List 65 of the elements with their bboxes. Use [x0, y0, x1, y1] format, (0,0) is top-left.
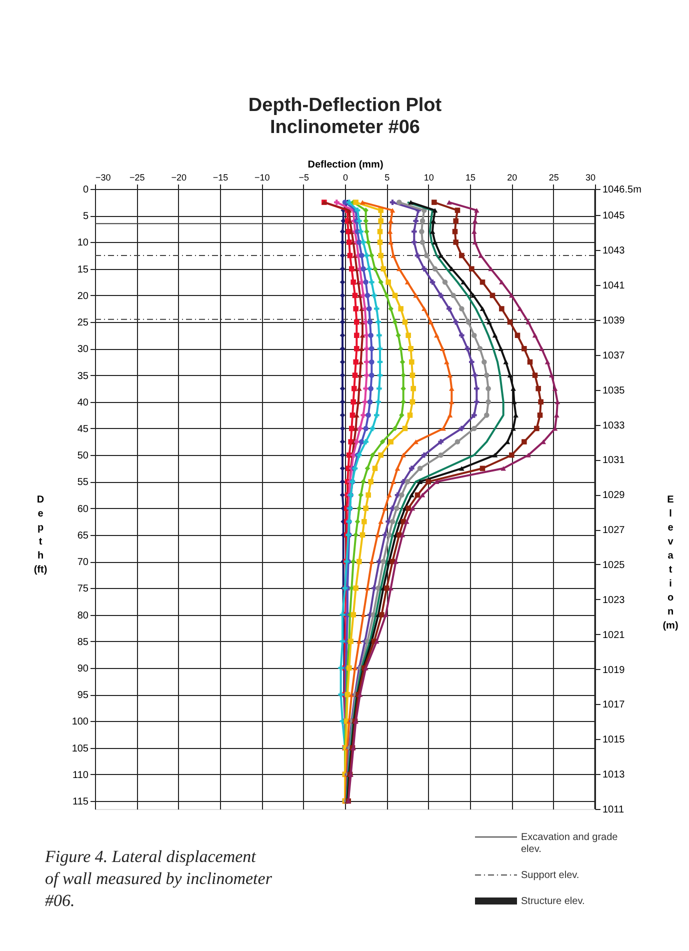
y2-tick-label: 1041 — [602, 280, 626, 292]
x-axis-title: Deflection (mm) — [308, 160, 384, 170]
y2-tick-label: 1046.5m — [602, 184, 642, 196]
y-tick-label: 110 — [72, 770, 89, 781]
y2-tick-label: 1033 — [602, 420, 626, 432]
chart-subtitle: Inclinometer #06 — [270, 117, 420, 138]
y-tick-label: 25 — [77, 318, 89, 329]
y2-tick-label: 1023 — [602, 594, 626, 606]
x-tick-label: −20 — [171, 172, 186, 182]
x-tick-label: −30 — [96, 172, 111, 182]
text: Elevation (m) — [662, 494, 678, 632]
x-tick-label: 20 — [507, 172, 518, 182]
y-tick-label: 90 — [77, 663, 89, 674]
y-tick-label: 45 — [77, 424, 89, 435]
x-tick-label: 10 — [424, 172, 434, 182]
y2-tick-label: 1029 — [602, 490, 626, 502]
y2-tick-label: 1017 — [602, 700, 626, 711]
legend-label: Support elev. — [521, 870, 580, 881]
y-tick-label: 55 — [77, 477, 89, 488]
y-tick-label: 35 — [77, 370, 89, 382]
y2-tick-label: 1035 — [602, 385, 626, 396]
y-tick-label: 70 — [77, 557, 89, 568]
y-tick-label: 20 — [77, 290, 89, 302]
text: Structure elev. — [521, 896, 585, 907]
x-tick-label: 0 — [342, 172, 348, 182]
y2-tick-label: 1031 — [602, 455, 626, 466]
y-tick-label: 50 — [77, 450, 89, 462]
y-tick-label: 60 — [77, 504, 89, 515]
y2-tick-label: 1037 — [602, 350, 626, 362]
y-tick-label: 0 — [82, 184, 89, 196]
y2-tick-label: 1043 — [602, 246, 626, 257]
y-tick-label: 95 — [77, 690, 89, 702]
x-tick-label: 5 — [384, 172, 390, 182]
x-tick-label: 30 — [585, 172, 596, 182]
x-tick-label: 25 — [548, 172, 559, 182]
y-tick-label: 30 — [77, 344, 89, 356]
y-tick-label: 10 — [77, 238, 89, 249]
y-tick-label: 80 — [77, 610, 89, 622]
x-tick-label: −15 — [212, 172, 228, 182]
y2-tick-label: 1011 — [602, 804, 624, 816]
y-axis-title: Depth (ft) — [34, 494, 48, 576]
y-tick-label: 15 — [77, 264, 89, 276]
y2-tick-label: 1019 — [602, 664, 626, 676]
y2-tick-label: 1021 — [602, 630, 626, 641]
x-tick-label: 15 — [465, 172, 476, 182]
chart-title: Depth-Deflection Plot — [248, 95, 442, 116]
y-tick-label: 40 — [77, 397, 89, 408]
y2-tick-label: 1027 — [602, 525, 626, 536]
caption: Figure 4. Lateral displacement of wall measured by inclinometer #06. — [44, 847, 272, 910]
y2-tick-label: 1013 — [602, 770, 626, 781]
legend-label: Excavation and grade elev. — [521, 832, 618, 855]
y2-tick-label: 1045 — [602, 210, 626, 222]
y-tick-label: 105 — [72, 743, 89, 754]
y2-tick-label: 1015 — [602, 734, 626, 746]
y-tick-label: 115 — [72, 796, 89, 808]
y2-tick-label: 1025 — [602, 560, 626, 571]
y-tick-label: 85 — [77, 636, 89, 648]
x-tick-label: −25 — [130, 172, 145, 182]
y-tick-label: 5 — [82, 211, 89, 222]
y-tick-label: 75 — [77, 584, 89, 595]
y-tick-label: 100 — [72, 716, 89, 728]
x-tick-label: −10 — [254, 172, 270, 182]
y-tick-label: 65 — [77, 530, 89, 542]
y2-tick-label: 1039 — [602, 315, 626, 326]
x-tick-label: −5 — [298, 172, 309, 182]
